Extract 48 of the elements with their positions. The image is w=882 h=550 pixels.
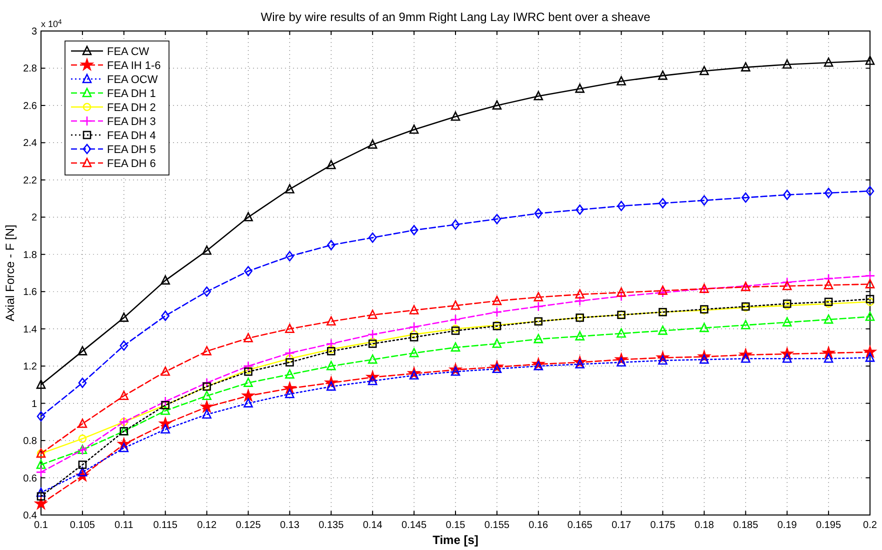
x-tick-label: 0.16 — [528, 520, 549, 531]
x-tick-label: 0.125 — [236, 520, 262, 531]
x-tick-label: 0.185 — [733, 520, 759, 531]
x-tick-label: 0.19 — [777, 520, 798, 531]
chart-title: Wire by wire results of an 9mm Right Lang Lay IWRC bent over a sheave — [260, 10, 651, 24]
x-tick-label: 0.1 — [34, 520, 48, 531]
y-tick-label: 2.2 — [23, 175, 38, 186]
y-tick-label: 0.6 — [23, 473, 38, 484]
x-tick-label: 0.11 — [114, 520, 134, 531]
y-tick-label: 3 — [31, 26, 38, 38]
y-tick-label: 1 — [31, 398, 38, 410]
x-tick-label: 0.105 — [70, 520, 96, 531]
x-tick-label: 0.15 — [446, 520, 466, 531]
y-tick-label: 0.8 — [23, 436, 38, 448]
text: x 10$^{4}$ — [41, 18, 62, 29]
legend-label: FEA DH 3 — [107, 116, 156, 128]
y-tick-label: 2.4 — [23, 138, 38, 150]
y-tick-label: 1.2 — [23, 362, 38, 373]
x-tick-label: 0.155 — [484, 520, 510, 531]
x-tick-label: 0.13 — [280, 520, 300, 531]
y-tick-label: 1.8 — [23, 250, 38, 261]
x-tick-label: 0.115 — [153, 520, 178, 531]
x-tick-label: 0.17 — [612, 520, 632, 531]
x-tick-label: 0.165 — [567, 520, 593, 531]
x-tick-label: 0.135 — [318, 520, 344, 531]
y-tick-label: 0.4 — [23, 510, 38, 522]
legend-label: FEA DH 2 — [107, 102, 156, 114]
legend-label: FEA OCW — [107, 74, 158, 86]
x-tick-label: 0.12 — [197, 520, 217, 531]
x-tick-label: 0.175 — [650, 520, 676, 531]
x-tick-label: 0.145 — [402, 520, 427, 531]
legend-label: FEA DH 1 — [107, 88, 156, 100]
x-tick-label: 0.195 — [816, 520, 842, 531]
x-tick-label: 0.14 — [362, 520, 383, 531]
legend-label: FEA CW — [107, 46, 150, 58]
y-tick-label: 2.6 — [23, 100, 38, 112]
y-tick-label: 1.4 — [23, 324, 38, 336]
x-tick-label: 0.18 — [694, 520, 714, 531]
legend-label: FEA IH 1-6 — [107, 60, 161, 72]
y-tick-label: 2.8 — [23, 64, 38, 75]
x-tick-label: 0.2 — [863, 520, 878, 531]
y-tick-label: 1.6 — [23, 287, 38, 298]
y-tick-label: 2 — [31, 212, 38, 224]
legend-label: FEA DH 6 — [107, 158, 156, 170]
y-axis-title: Axial Force - F [N] — [3, 224, 17, 322]
x-axis-title: Time [s] — [432, 533, 478, 547]
legend-label: FEA DH 4 — [107, 130, 156, 142]
legend-label: FEA DH 5 — [107, 144, 156, 156]
